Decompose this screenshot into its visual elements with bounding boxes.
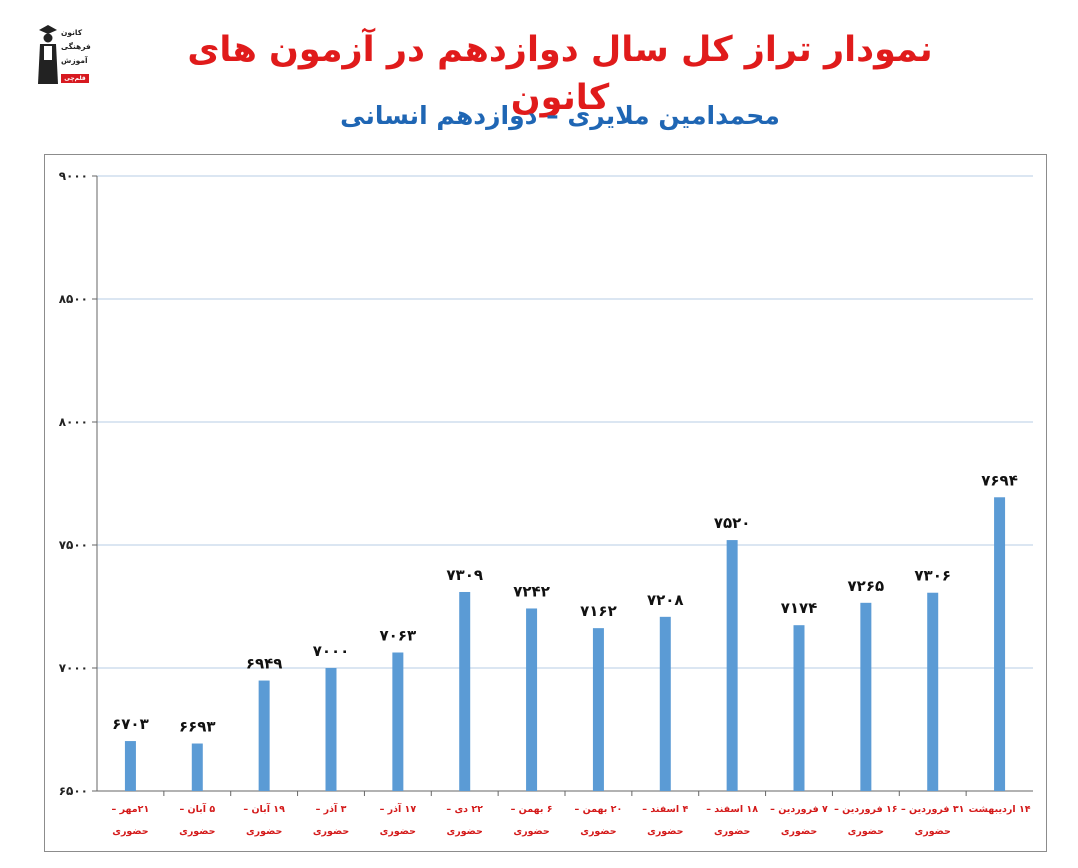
x-tick-label: ۱۴ اردیبهشت bbox=[969, 804, 1031, 815]
x-tick-label: حضوری bbox=[848, 826, 884, 837]
data-label: ۶۶۹۳ bbox=[179, 718, 216, 736]
bar bbox=[124, 741, 136, 791]
x-tick-label: ۳ آذر – bbox=[316, 802, 347, 815]
bar bbox=[392, 652, 404, 791]
logo-line-2: فرهنگی bbox=[61, 42, 91, 51]
bar bbox=[994, 497, 1006, 791]
x-tick-label: حضوری bbox=[781, 826, 817, 837]
x-tick-label: ۴ اسفند – bbox=[642, 804, 688, 815]
data-label: ۶۹۴۹ bbox=[246, 655, 283, 673]
chart-title: نمودار تراز کل سال دوازدهم در آزمون های … bbox=[187, 30, 933, 118]
bar bbox=[592, 628, 604, 791]
x-tick-label: حضوری bbox=[246, 826, 282, 837]
x-tick-label: حضوری bbox=[380, 826, 416, 837]
bar bbox=[793, 625, 805, 791]
y-tick-label: ۷۰۰۰ bbox=[59, 661, 88, 675]
chart-subtitle: محمدامین ملایری – دوازدهم انسانی bbox=[340, 101, 780, 130]
x-tick-label: ۶ بهمن – bbox=[511, 804, 553, 815]
kanoon-logo: کانون فرهنگی آموزش قلم‌چی bbox=[35, 22, 93, 88]
bar bbox=[860, 602, 872, 791]
data-label: ۷۳۰۶ bbox=[914, 567, 951, 585]
data-label: ۷۲۰۸ bbox=[647, 591, 684, 609]
data-label: ۷۰۰۰ bbox=[313, 642, 350, 660]
x-tick-label: ۳۱ فروردین – bbox=[901, 804, 964, 815]
x-tick-label: حضوری bbox=[447, 826, 483, 837]
x-tick-label: ۱۸ اسفند – bbox=[706, 804, 758, 815]
bar bbox=[191, 743, 203, 791]
y-tick-label: ۷۵۰۰ bbox=[59, 538, 88, 552]
y-tick-label: ۹۰۰۰ bbox=[59, 169, 88, 183]
data-label: ۷۰۶۳ bbox=[380, 627, 417, 645]
x-tick-label: حضوری bbox=[513, 826, 549, 837]
x-tick-label: حضوری bbox=[647, 826, 683, 837]
y-tick-label: ۶۵۰۰ bbox=[59, 784, 88, 798]
logo-line-3: آموزش bbox=[61, 56, 88, 65]
bar bbox=[659, 616, 671, 791]
x-tick-label: حضوری bbox=[714, 826, 750, 837]
x-tick-label: ۲۱مهر – bbox=[112, 804, 150, 815]
y-tick-label: ۸۵۰۰ bbox=[59, 292, 88, 306]
x-tick-label: ۷ فروردین – bbox=[770, 804, 828, 815]
x-tick-label: ۲۲ دی – bbox=[446, 804, 483, 815]
data-label: ۷۲۶۵ bbox=[848, 577, 885, 595]
logo-tag: قلم‌چی bbox=[61, 74, 89, 83]
data-label: ۷۶۹۴ bbox=[981, 471, 1018, 489]
bar bbox=[459, 591, 471, 791]
x-tick-label: ۲۰ بهمن – bbox=[575, 804, 623, 815]
bar bbox=[526, 608, 538, 791]
bar bbox=[258, 680, 270, 791]
data-label: ۷۱۷۴ bbox=[781, 599, 818, 617]
x-tick-label: حضوری bbox=[112, 826, 148, 837]
x-tick-label: ۱۷ آذر – bbox=[380, 802, 417, 815]
y-tick-label: ۸۰۰۰ bbox=[59, 415, 88, 429]
bar bbox=[726, 540, 738, 791]
graduate-figure-icon bbox=[38, 25, 58, 84]
x-tick-label: ۵ آبان – bbox=[179, 802, 215, 815]
data-label: ۷۵۲۰ bbox=[714, 514, 751, 532]
logo-line-1: کانون bbox=[61, 28, 83, 37]
data-label: ۷۱۶۲ bbox=[580, 602, 617, 620]
bar bbox=[927, 592, 939, 791]
bar bbox=[325, 668, 337, 791]
x-tick-label: حضوری bbox=[179, 826, 215, 837]
data-label: ۶۷۰۳ bbox=[112, 715, 149, 733]
x-tick-label: ۱۶ فروردین – bbox=[834, 804, 897, 815]
x-tick-label: حضوری bbox=[915, 826, 951, 837]
x-tick-label: حضوری bbox=[580, 826, 616, 837]
chart-area bbox=[44, 154, 1047, 852]
data-label: ۷۲۴۲ bbox=[513, 582, 550, 600]
data-label: ۷۳۰۹ bbox=[446, 566, 483, 584]
x-tick-label: حضوری bbox=[313, 826, 349, 837]
x-tick-label: ۱۹ آبان – bbox=[243, 802, 285, 815]
